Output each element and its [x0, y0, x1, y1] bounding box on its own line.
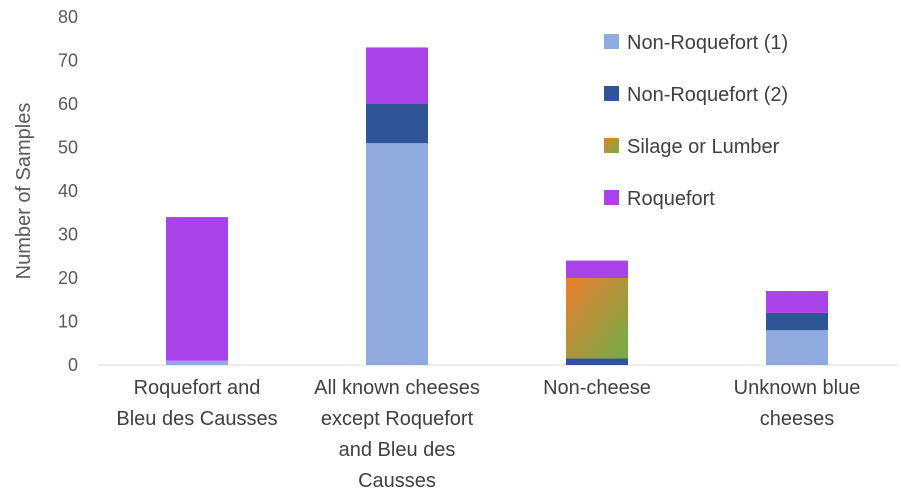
- y-tick-label: 10: [58, 312, 78, 332]
- bar-segment: [366, 47, 428, 104]
- legend: Non-Roquefort (1) Non-Roquefort (2) Silage…: [604, 32, 788, 210]
- y-axis-label: Number of Samples: [13, 103, 35, 280]
- category-label: All known cheeses except Roquefort and Ble…: [314, 377, 480, 492]
- bar-segment: [566, 260, 628, 278]
- y-tick-label: 80: [58, 7, 78, 27]
- legend-swatch: [604, 190, 619, 205]
- y-tick-label: 30: [58, 225, 78, 245]
- category-labels: Roquefort and Bleu des Causses All known c…: [116, 377, 860, 492]
- y-tick-label: 0: [68, 355, 78, 375]
- legend-label: Non-Roquefort (1): [627, 32, 788, 54]
- bar-segment: [566, 358, 628, 365]
- y-tick-label: 20: [58, 268, 78, 288]
- bar-segment: [366, 104, 428, 144]
- legend-swatch: [604, 138, 619, 153]
- bars: [166, 47, 828, 365]
- category-label: Non-cheese: [543, 377, 651, 399]
- category-label: Roquefort and Bleu des Causses: [116, 377, 277, 430]
- category-label: Unknown blue cheeses: [734, 377, 861, 430]
- bar-segment: [366, 143, 428, 365]
- y-tick-label: 40: [58, 181, 78, 201]
- legend-swatch: [604, 34, 619, 49]
- y-tick-label: 60: [58, 94, 78, 114]
- bar-segment: [166, 217, 228, 361]
- y-tick-label: 50: [58, 138, 78, 158]
- bar-segment: [166, 360, 228, 365]
- legend-label: Non-Roquefort (2): [627, 84, 788, 106]
- legend-label: Roquefort: [627, 188, 715, 210]
- legend-swatch: [604, 86, 619, 101]
- bar-segment: [566, 278, 628, 359]
- y-axis-ticks: 0 10 20 30 40 50 60 70 80: [58, 7, 78, 375]
- bar-segment: [766, 330, 828, 365]
- bar-segment: [766, 312, 828, 331]
- y-tick-label: 70: [58, 51, 78, 71]
- bar-segment: [766, 291, 828, 313]
- legend-label: Silage or Lumber: [627, 136, 780, 158]
